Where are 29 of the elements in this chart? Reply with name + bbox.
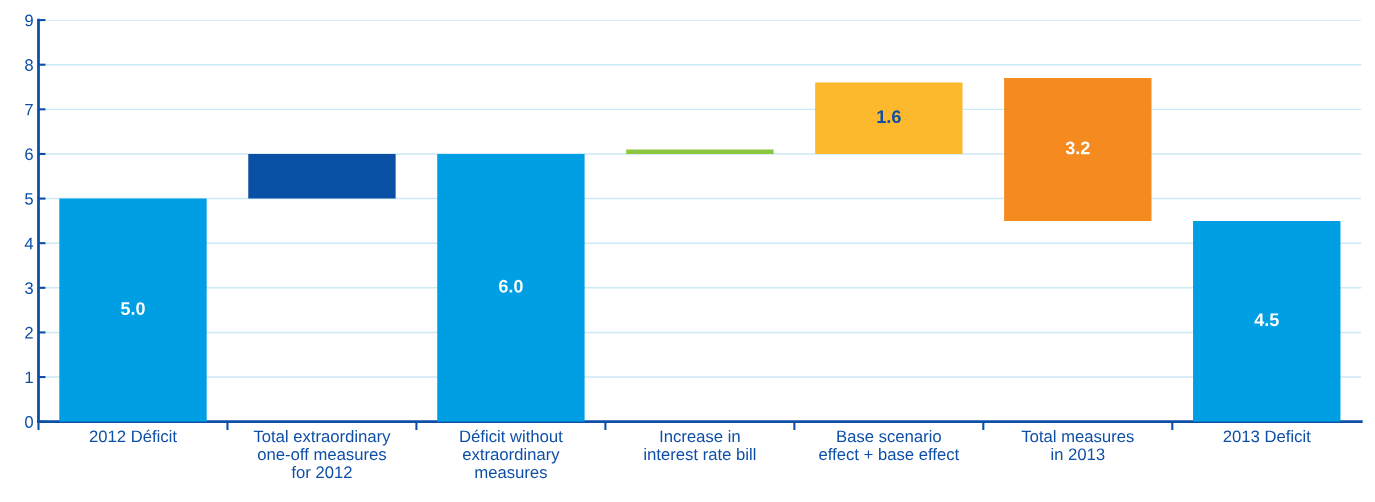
x-tick-label: Total measures in 2013 bbox=[1021, 430, 1134, 461]
data-label: 3.2 bbox=[1065, 141, 1090, 155]
x-tick-label: Déficit without extraordinary measures bbox=[460, 429, 563, 479]
y-tick-label: 6 bbox=[25, 148, 33, 161]
data-label: 5.0 bbox=[120, 302, 145, 315]
bar bbox=[248, 153, 396, 199]
data-label: 6.0 bbox=[499, 279, 523, 293]
x-tick-label: 2012 Déficit bbox=[89, 429, 177, 443]
y-tick-label: 3 bbox=[25, 282, 33, 295]
data-label: 4.5 bbox=[1254, 313, 1279, 327]
x-tick-label: Total extraordinary one-off measures for 2012 bbox=[253, 430, 391, 479]
bar bbox=[626, 149, 774, 154]
y-tick-label: 5 bbox=[25, 193, 33, 205]
bar bbox=[59, 198, 207, 422]
y-tick-label: 4 bbox=[24, 237, 34, 250]
bar bbox=[815, 82, 963, 154]
data-label: 1.6 bbox=[877, 110, 901, 124]
bar bbox=[1193, 220, 1341, 422]
x-tick-label: 2013 Deficit bbox=[1223, 430, 1311, 443]
y-tick-label: 8 bbox=[25, 59, 33, 71]
x-tick-label: Base scenario effect + base effect bbox=[819, 430, 960, 461]
y-tick-label: 1 bbox=[25, 371, 33, 384]
y-tick-label: 2 bbox=[25, 326, 33, 339]
y-tick-label: 0 bbox=[25, 416, 33, 428]
y-tick-label: 7 bbox=[25, 103, 33, 116]
bar bbox=[1004, 78, 1152, 221]
y-tick-label: 9 bbox=[25, 14, 33, 27]
x-tick-label: Increase in interest rate bill bbox=[644, 430, 756, 461]
bar bbox=[437, 153, 585, 422]
